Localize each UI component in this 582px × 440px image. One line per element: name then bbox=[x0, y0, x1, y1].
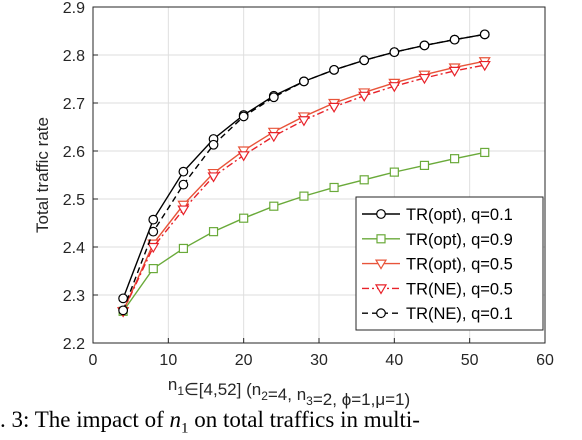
legend-marker bbox=[376, 308, 386, 319]
x-tick-label: 0 bbox=[89, 352, 98, 369]
legend-entry: TR(NE), q=0.1 bbox=[362, 305, 513, 323]
series-layer bbox=[117, 29, 491, 318]
legend-label: TR(NE), q=0.5 bbox=[406, 280, 513, 298]
caption-suffix: on total traffics in multi- bbox=[188, 407, 420, 432]
y-tick-label: 2.5 bbox=[63, 192, 85, 209]
data-point bbox=[480, 147, 490, 158]
data-point bbox=[389, 167, 399, 177]
series-5 bbox=[118, 29, 490, 316]
data-point bbox=[389, 47, 400, 58]
data-point bbox=[450, 154, 460, 164]
y-tick-label: 2.8 bbox=[63, 48, 85, 65]
legend-marker bbox=[376, 234, 386, 244]
x-axis-label-part: =4, n bbox=[268, 385, 306, 404]
y-tick-label: 2.3 bbox=[63, 288, 85, 305]
data-point bbox=[118, 293, 129, 304]
x-tick-label: 10 bbox=[159, 352, 177, 369]
y-axis-label: Total traffic rate bbox=[33, 117, 52, 233]
x-tick-label: 20 bbox=[235, 352, 253, 369]
legend-entry: TR(opt), q=0.1 bbox=[362, 206, 513, 224]
data-point bbox=[328, 102, 341, 114]
data-point bbox=[358, 91, 371, 102]
data-point bbox=[419, 160, 430, 170]
x-axis-label-part: n bbox=[168, 375, 177, 394]
data-point bbox=[359, 175, 369, 185]
data-point bbox=[418, 73, 431, 85]
data-point bbox=[329, 64, 339, 75]
data-point bbox=[267, 132, 280, 143]
legend-label: TR(opt), q=0.9 bbox=[406, 231, 513, 249]
data-point bbox=[148, 214, 159, 225]
x-tick-label: 50 bbox=[461, 352, 479, 369]
data-point bbox=[148, 264, 158, 274]
data-point bbox=[178, 166, 189, 177]
legend-marker bbox=[374, 284, 388, 295]
legend-label: TR(opt), q=0.1 bbox=[406, 206, 513, 224]
caption-prefix: . 3: The impact of bbox=[0, 407, 170, 432]
data-point bbox=[479, 29, 490, 40]
data-point bbox=[478, 60, 491, 72]
x-tick-label: 30 bbox=[310, 352, 328, 369]
figure-caption: . 3: The impact of n1 on total traffics … bbox=[0, 400, 582, 440]
y-tick-label: 2.4 bbox=[63, 240, 85, 257]
data-point bbox=[238, 111, 249, 122]
data-point bbox=[239, 213, 249, 223]
data-point bbox=[388, 82, 401, 93]
data-point bbox=[269, 201, 279, 211]
data-point bbox=[208, 139, 219, 150]
data-point bbox=[419, 40, 430, 51]
y-tick-label: 2.9 bbox=[63, 0, 85, 17]
data-point bbox=[297, 116, 310, 127]
x-tick-label: 40 bbox=[385, 352, 403, 369]
data-point bbox=[118, 305, 129, 316]
legend-marker bbox=[376, 209, 386, 219]
data-point bbox=[237, 151, 250, 162]
series-4 bbox=[117, 60, 491, 318]
caption-math-subscript: 1 bbox=[180, 420, 189, 437]
x-tick-label: 60 bbox=[536, 352, 554, 369]
data-point bbox=[178, 179, 189, 190]
data-point bbox=[299, 76, 309, 87]
axis-ticks: 0 10 20 30 40 50 60 2.2 2.3 2.4 2.5 2.6 2.7 2.8 2.9 bbox=[63, 0, 554, 369]
x-axis-label-subscript: 3 bbox=[306, 394, 313, 408]
data-point bbox=[208, 227, 219, 237]
data-point bbox=[299, 191, 309, 201]
data-point bbox=[177, 205, 190, 216]
data-point bbox=[448, 66, 461, 78]
x-axis-label-subscript: 2 bbox=[261, 389, 268, 403]
data-point bbox=[147, 242, 160, 254]
y-tick-label: 2.2 bbox=[63, 336, 85, 353]
legend-label: TR(NE), q=0.1 bbox=[406, 305, 513, 323]
x-axis-label-subscript: 1 bbox=[177, 384, 184, 398]
data-point bbox=[178, 243, 188, 254]
legend-entry: TR(opt), q=0.5 bbox=[362, 256, 513, 274]
legend-entry: TR(NE), q=0.5 bbox=[362, 280, 513, 298]
data-point bbox=[268, 92, 279, 103]
data-point bbox=[207, 172, 220, 183]
legend-marker bbox=[374, 259, 388, 270]
legend-entry: TR(opt), q=0.9 bbox=[362, 231, 513, 249]
data-point bbox=[329, 182, 339, 193]
x-axis-label-part: ∈[4,52] (n bbox=[184, 380, 261, 399]
x-axis-label: n1∈[4,52] (n2=4, n3=2, ϕ=1,μ=1) bbox=[168, 375, 410, 409]
legend: TR(opt), q=0.1 TR(opt), q=0.9 TR(opt), q=0… bbox=[355, 196, 544, 331]
y-tick-label: 2.7 bbox=[63, 96, 85, 113]
data-point bbox=[359, 55, 370, 66]
data-point bbox=[449, 34, 460, 45]
y-tick-label: 2.6 bbox=[63, 144, 85, 161]
caption-math-variable: n bbox=[169, 407, 181, 432]
data-point bbox=[148, 226, 159, 237]
x-axis-label-part: =2, ϕ=1,μ=1) bbox=[313, 390, 410, 409]
legend-label: TR(opt), q=0.5 bbox=[406, 256, 513, 274]
